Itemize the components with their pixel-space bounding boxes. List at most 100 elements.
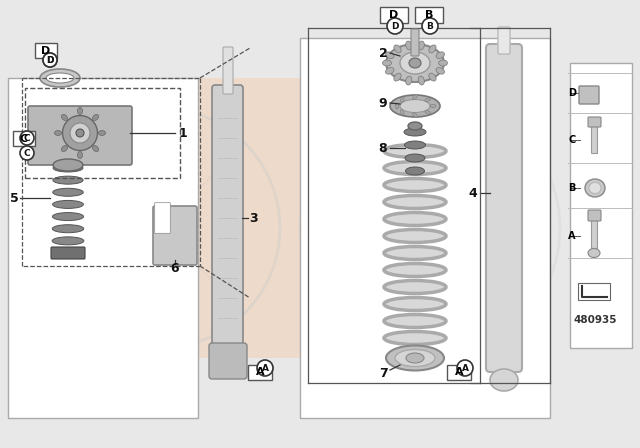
Ellipse shape [429, 45, 436, 53]
FancyBboxPatch shape [155, 202, 170, 233]
Text: 7: 7 [379, 366, 387, 379]
FancyBboxPatch shape [223, 47, 233, 94]
Text: D: D [46, 56, 54, 65]
Text: 3: 3 [250, 211, 259, 224]
Ellipse shape [404, 141, 426, 149]
Ellipse shape [436, 52, 445, 59]
FancyBboxPatch shape [579, 86, 599, 104]
FancyBboxPatch shape [51, 247, 85, 259]
Circle shape [457, 360, 473, 376]
Circle shape [20, 146, 34, 160]
Ellipse shape [404, 128, 426, 136]
Circle shape [20, 131, 34, 145]
FancyBboxPatch shape [591, 217, 598, 249]
Text: B: B [568, 183, 576, 193]
FancyBboxPatch shape [591, 125, 598, 154]
FancyBboxPatch shape [209, 343, 247, 379]
Ellipse shape [93, 114, 99, 121]
Ellipse shape [413, 112, 417, 117]
Ellipse shape [77, 151, 83, 159]
Ellipse shape [52, 225, 84, 233]
Ellipse shape [61, 146, 67, 151]
Ellipse shape [418, 41, 424, 50]
Polygon shape [578, 283, 610, 300]
Ellipse shape [53, 164, 83, 172]
Text: D: D [568, 88, 576, 98]
Ellipse shape [385, 163, 445, 173]
Ellipse shape [63, 116, 97, 151]
Ellipse shape [99, 130, 106, 135]
FancyBboxPatch shape [447, 365, 471, 380]
Text: 480935: 480935 [573, 315, 617, 325]
Ellipse shape [385, 281, 445, 293]
Ellipse shape [405, 154, 425, 162]
FancyBboxPatch shape [570, 63, 632, 348]
Circle shape [387, 18, 403, 34]
Ellipse shape [408, 122, 422, 130]
Ellipse shape [383, 60, 392, 66]
Text: 5: 5 [10, 191, 19, 204]
FancyBboxPatch shape [13, 131, 35, 146]
FancyBboxPatch shape [248, 365, 272, 380]
Ellipse shape [406, 41, 412, 50]
Ellipse shape [53, 176, 83, 184]
Ellipse shape [396, 103, 399, 109]
Ellipse shape [406, 353, 424, 363]
Text: 1: 1 [179, 126, 188, 139]
Ellipse shape [585, 179, 605, 197]
Ellipse shape [385, 247, 445, 258]
Ellipse shape [385, 68, 394, 74]
Text: A: A [568, 231, 576, 241]
Ellipse shape [588, 249, 600, 258]
Text: A: A [262, 363, 269, 372]
Text: D: D [389, 10, 399, 20]
Circle shape [422, 18, 438, 34]
Ellipse shape [53, 159, 83, 171]
FancyBboxPatch shape [486, 44, 522, 372]
Ellipse shape [425, 98, 431, 101]
Ellipse shape [54, 130, 61, 135]
FancyBboxPatch shape [300, 38, 550, 418]
Ellipse shape [46, 73, 74, 83]
Ellipse shape [76, 129, 84, 137]
Ellipse shape [413, 95, 417, 99]
Ellipse shape [70, 123, 90, 143]
Ellipse shape [52, 188, 83, 196]
FancyBboxPatch shape [588, 210, 601, 221]
Text: C: C [20, 134, 28, 144]
FancyBboxPatch shape [195, 78, 305, 358]
FancyBboxPatch shape [355, 38, 540, 408]
Ellipse shape [52, 237, 84, 245]
FancyBboxPatch shape [153, 206, 197, 265]
Circle shape [257, 360, 273, 376]
Ellipse shape [52, 200, 83, 208]
Ellipse shape [386, 44, 444, 82]
Ellipse shape [395, 349, 435, 366]
Text: C: C [24, 134, 30, 142]
Text: D: D [46, 56, 54, 65]
Text: A: A [256, 367, 264, 377]
Text: B: B [427, 22, 433, 30]
Ellipse shape [589, 182, 601, 194]
Text: B: B [425, 10, 433, 20]
Circle shape [43, 53, 57, 67]
Ellipse shape [390, 95, 440, 117]
Ellipse shape [52, 249, 84, 257]
FancyBboxPatch shape [35, 43, 57, 58]
Ellipse shape [386, 345, 444, 370]
Ellipse shape [61, 114, 67, 121]
Ellipse shape [77, 108, 83, 115]
Ellipse shape [385, 146, 445, 156]
FancyBboxPatch shape [415, 7, 443, 23]
Ellipse shape [425, 111, 431, 114]
Text: 9: 9 [379, 96, 387, 109]
FancyBboxPatch shape [498, 27, 510, 54]
Ellipse shape [385, 332, 445, 344]
Ellipse shape [385, 180, 445, 190]
Text: C: C [568, 135, 575, 145]
Text: 2: 2 [379, 47, 387, 60]
Ellipse shape [93, 146, 99, 151]
Ellipse shape [385, 315, 445, 327]
Ellipse shape [394, 73, 401, 81]
Text: 4: 4 [468, 186, 477, 199]
